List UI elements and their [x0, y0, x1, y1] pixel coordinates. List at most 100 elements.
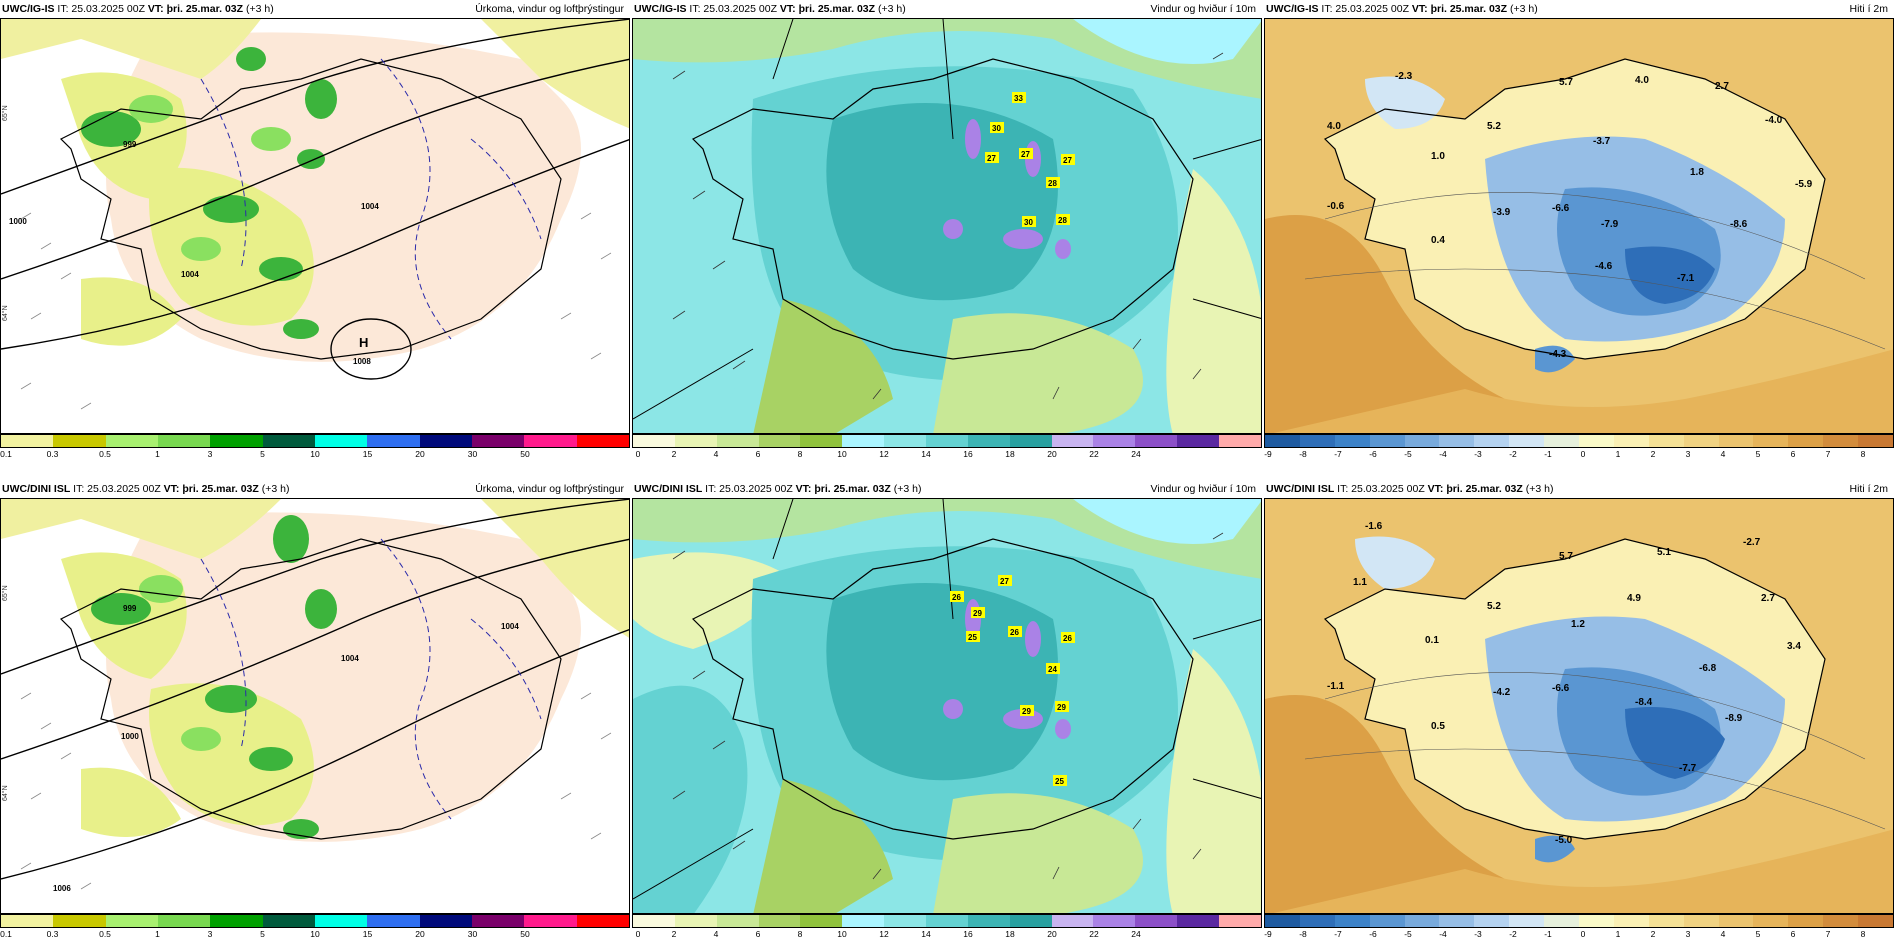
colorbar-swatch: [1404, 915, 1440, 927]
colorbar-tick-label: 2: [1650, 929, 1656, 939]
colorbar-swatch: [1613, 435, 1649, 447]
colorbar-swatch: [1265, 915, 1300, 927]
colorbar-tick-label: 10: [310, 449, 320, 459]
colorbar-tick-label: 2: [671, 449, 677, 459]
colorbar-swatch: [1439, 915, 1475, 927]
colorbar-tick-label: 0.3: [46, 449, 59, 459]
valid-time: VT: þri. 25.mar. 03Z: [1427, 483, 1523, 495]
colorbar-tick-label: 22: [1089, 929, 1099, 939]
colorbar-strip: [1264, 914, 1894, 928]
colorbar-swatch: [1051, 915, 1094, 927]
colorbar-tick-label: 22: [1089, 449, 1099, 459]
panel-title: Hiti í 2m: [1849, 3, 1888, 15]
colorbar-tick-label: 7: [1825, 929, 1831, 939]
colorbar-tick-label: -3: [1474, 449, 1482, 459]
temp-label: -4.6: [1595, 261, 1613, 272]
colorbar-swatch: [1788, 435, 1824, 447]
colorbar-tick-label: 2: [1650, 449, 1656, 459]
colorbar-tick-label: 6: [755, 449, 761, 459]
pressure-label: 1000: [9, 217, 27, 226]
colorbar-tick-label: -5: [1404, 929, 1412, 939]
colorbar-tick-label: 0.5: [99, 929, 111, 939]
colorbar-tick-label: 0.1: [0, 929, 12, 939]
colorbar-strip: [0, 434, 630, 448]
precip-map[interactable]: 999 1000 1004 1004 H 1008 65°N 64°N: [0, 18, 630, 434]
temp-label: -7.7: [1679, 763, 1697, 774]
colorbar-tick-label: -9: [1264, 449, 1272, 459]
colorbar-tick-label: 20: [1047, 929, 1057, 939]
colorbar-tick-label: 24: [1131, 929, 1141, 939]
colorbar-tick-label: -2: [1509, 929, 1517, 939]
colorbar-tick-label: 20: [415, 449, 425, 459]
colorbar-ticks: -9 -8 -7 -6 -5 -4 -3 -2 -1 0 1 2 3 4 5 6 7 8: [1264, 928, 1894, 940]
temp-label: 5.1: [1657, 547, 1671, 558]
colorbar-swatch: [1858, 435, 1894, 447]
colorbar-tick-label: -1: [1544, 929, 1552, 939]
colorbar-swatch: [1474, 435, 1510, 447]
colorbar-swatch: [1439, 435, 1475, 447]
model-name: UWC/IG-IS: [634, 3, 687, 15]
colorbar-tick-label: -8: [1299, 929, 1307, 939]
temp-label: -8.6: [1730, 219, 1748, 230]
temp-label: 5.7: [1559, 551, 1573, 562]
colorbar-swatch: [1509, 915, 1545, 927]
temp-label: -4.3: [1549, 349, 1567, 360]
panel-header: UWC/IG-IS IT: 25.03.2025 00Z VT: þri. 25…: [0, 0, 630, 18]
gust-label: 27: [1063, 156, 1072, 165]
colorbar-swatch: [1299, 435, 1335, 447]
colorbar-swatch: [884, 435, 927, 447]
colorbar-swatch: [1135, 915, 1178, 927]
valid-time: VT: þri. 25.mar. 03Z: [779, 3, 876, 15]
colorbar-swatch: [1509, 435, 1545, 447]
colorbar-tick-label: 24: [1131, 449, 1141, 459]
colorbar-tick-label: 50: [520, 449, 530, 459]
colorbar-swatch: [576, 435, 629, 447]
colorbar-swatch: [524, 915, 577, 927]
colorbar-swatch: [1544, 915, 1580, 927]
colorbar-swatch: [314, 435, 368, 447]
colorbar-swatch: [419, 435, 472, 447]
colorbar-swatch: [1177, 435, 1220, 447]
wind-map[interactable]: 27 26 29 26 25 26 24 29 29 25: [632, 498, 1262, 914]
precip-map[interactable]: 999 1000 1004 1004 1006 65°N 64°N: [0, 498, 630, 914]
lead-time: (+3 h): [1509, 3, 1538, 15]
pressure-label: 1006: [53, 884, 71, 893]
latitude-label: 65°N: [1, 105, 9, 121]
model-name: UWC/DINI ISL: [1266, 483, 1335, 495]
colorbar-swatch: [716, 435, 759, 447]
gust-label: 28: [1058, 216, 1067, 225]
temp-label: 2.7: [1761, 593, 1775, 604]
wind-colorbar: 0 2 4 6 8 10 12 14 16 18 20 22 24: [632, 914, 1262, 940]
panel-igis-temp: UWC/IG-IS IT: 25.03.2025 00Z VT: þri. 25…: [1264, 0, 1894, 460]
colorbar-swatch: [967, 915, 1010, 927]
panel-dini-precip: UWC/DINI ISL IT: 25.03.2025 00Z VT: þri.…: [0, 480, 630, 940]
colorbar-tick-label: 4: [713, 449, 719, 459]
wind-map[interactable]: 33 30 27 27 27 28 30 28: [632, 18, 1262, 434]
colorbar-swatch: [576, 915, 629, 927]
colorbar-ticks: 0 2 4 6 8 10 12 14 16 18 20 22 24: [632, 928, 1262, 940]
panel-dini-temp: UWC/DINI ISL IT: 25.03.2025 00Z VT: þri.…: [1264, 480, 1894, 940]
panel-header: UWC/IG-IS IT: 25.03.2025 00Z VT: þri. 25…: [1264, 0, 1894, 18]
temp-label: -3.9: [1493, 207, 1511, 218]
gust-label-group: 33 30 27 27 27 28 30 28: [985, 92, 1075, 227]
temp-label: -6.6: [1552, 683, 1570, 694]
gust-label: 33: [1014, 94, 1023, 103]
panel-header: UWC/DINI ISL IT: 25.03.2025 00Z VT: þri.…: [632, 480, 1262, 498]
temp-label: 0.1: [1425, 635, 1439, 646]
temp-label: 1.0: [1431, 151, 1445, 162]
temp-map[interactable]: -1.6 5.7 5.1 -2.7 1.1 5.2 4.9 2.7 1.2 0.…: [1264, 498, 1894, 914]
valid-time: VT: þri. 25.mar. 03Z: [163, 483, 259, 495]
temp-label: -3.7: [1593, 136, 1611, 147]
colorbar-tick-label: -2: [1509, 449, 1517, 459]
temp-label: -2.3: [1395, 71, 1413, 82]
temp-map[interactable]: -2.3 5.7 4.0 2.7 4.0 5.2 -3.7 -4.0 1.0 1…: [1264, 18, 1894, 434]
colorbar-tick-label: -3: [1474, 929, 1482, 939]
colorbar-swatch: [1219, 435, 1261, 447]
colorbar-swatch: [1299, 915, 1335, 927]
colorbar-tick-label: 0.3: [46, 929, 59, 939]
colorbar-swatch: [1788, 915, 1824, 927]
temp-label: 1.8: [1690, 167, 1704, 178]
colorbar-tick-label: 4: [1720, 929, 1726, 939]
colorbar-swatch: [1858, 915, 1894, 927]
colorbar-tick-label: 6: [1790, 929, 1796, 939]
